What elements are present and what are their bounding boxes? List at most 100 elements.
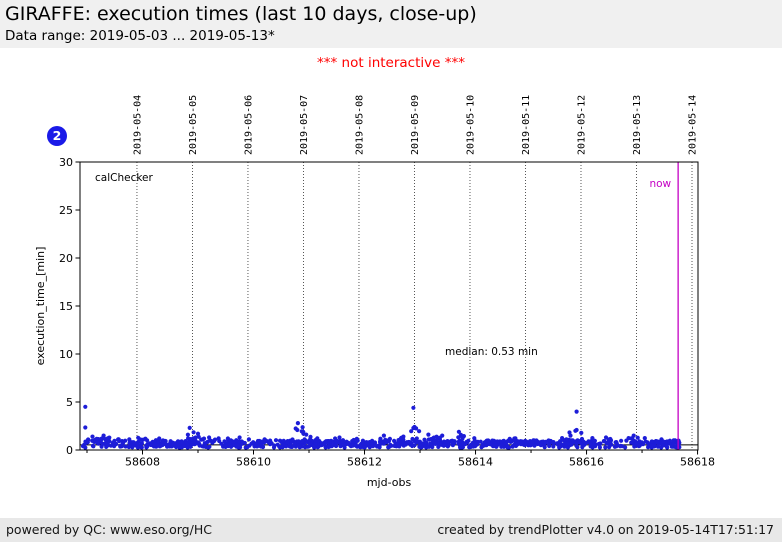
data-point [458, 440, 463, 445]
data-point [235, 443, 241, 449]
data-point [362, 445, 367, 450]
data-point [515, 442, 520, 447]
data-point [590, 445, 595, 450]
data-point [102, 436, 107, 441]
data-point [459, 434, 464, 439]
data-point [631, 438, 636, 443]
data-point [370, 438, 375, 443]
data-point [365, 440, 370, 446]
data-point [123, 444, 128, 449]
data-point [360, 440, 365, 445]
data-point [438, 441, 443, 447]
data-point [472, 436, 477, 441]
top-date-label: 2019-05-05 [188, 95, 199, 155]
data-point [403, 442, 408, 447]
data-point [83, 440, 88, 445]
data-point [414, 436, 419, 441]
data-point [358, 444, 363, 449]
data-point [315, 436, 320, 441]
data-point [635, 435, 640, 440]
data-point [434, 434, 439, 439]
data-point [252, 444, 257, 449]
data-point [216, 436, 221, 441]
data-point [196, 440, 201, 445]
data-point [353, 443, 358, 448]
data-point [406, 439, 411, 445]
data-point [542, 445, 547, 450]
data-point [334, 439, 339, 444]
data-point [512, 438, 517, 443]
data-point [564, 440, 569, 446]
data-point [192, 438, 197, 443]
data-point [234, 438, 239, 443]
data-point [139, 441, 144, 446]
data-point [201, 436, 207, 441]
data-point [534, 439, 539, 444]
data-point [127, 437, 132, 442]
data-point [450, 440, 455, 445]
data-point [649, 439, 654, 444]
page-title: GIRAFFE: execution times (last 10 days, … [5, 3, 477, 25]
data-point [197, 443, 202, 448]
data-point [206, 445, 211, 450]
data-point [246, 437, 251, 442]
data-point [508, 438, 513, 443]
data-point [409, 429, 414, 434]
data-point [410, 443, 415, 449]
data-point [187, 425, 192, 430]
data-point [105, 443, 110, 448]
data-point [579, 430, 584, 435]
y-tick-label: 5 [66, 396, 73, 409]
data-point [308, 434, 313, 439]
not-interactive-warning: *** not interactive *** [317, 55, 465, 71]
data-point [105, 436, 110, 441]
data-point [260, 439, 265, 444]
data-point [95, 440, 100, 445]
data-point [642, 436, 647, 441]
data-point [530, 440, 535, 445]
data-point [346, 440, 351, 445]
data-point [383, 437, 388, 442]
top-date-label: 2019-05-07 [299, 95, 310, 155]
data-point [472, 442, 477, 447]
data-point [410, 436, 415, 442]
data-point [551, 444, 556, 449]
data-point [436, 444, 441, 449]
data-point [590, 436, 595, 441]
data-point [171, 441, 176, 447]
data-point [149, 442, 154, 448]
data-point [486, 438, 491, 443]
data-point [367, 445, 372, 450]
header-bar: GIRAFFE: execution times (last 10 days, … [0, 0, 782, 48]
data-point [245, 445, 250, 450]
data-point [637, 439, 642, 444]
data-point [392, 438, 397, 443]
data-point [271, 445, 277, 450]
data-point [669, 444, 674, 449]
data-point [417, 429, 422, 434]
data-point [232, 443, 237, 448]
data-point [263, 439, 268, 444]
data-point [237, 435, 242, 440]
data-point [175, 444, 180, 449]
x-tick-label: 58610 [236, 456, 271, 469]
x-tick-label: 58618 [680, 456, 715, 469]
data-point [288, 443, 293, 448]
data-point [327, 439, 332, 444]
data-point [196, 434, 201, 439]
data-point [478, 439, 483, 444]
data-point [90, 443, 95, 448]
data-point [423, 440, 428, 445]
data-point [118, 443, 123, 448]
data-point [321, 442, 326, 447]
footer-created-by: created by trendPlotter v4.0 on 2019-05-… [437, 522, 774, 537]
data-point [583, 441, 589, 446]
data-point [117, 438, 122, 444]
data-point [295, 427, 300, 433]
data-point [492, 443, 497, 448]
data-point [445, 439, 450, 444]
data-point [212, 437, 218, 442]
data-point [136, 443, 141, 448]
data-point [501, 438, 506, 443]
data-point [182, 443, 187, 449]
